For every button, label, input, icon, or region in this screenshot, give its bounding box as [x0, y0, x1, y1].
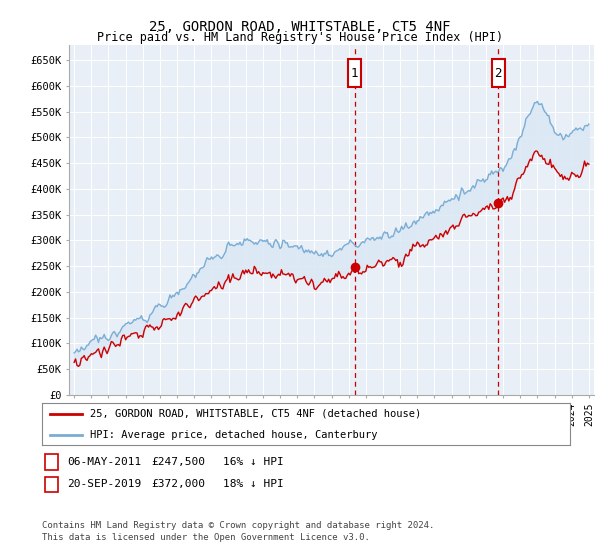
- Text: Price paid vs. HM Land Registry's House Price Index (HPI): Price paid vs. HM Land Registry's House …: [97, 31, 503, 44]
- Text: 25, GORDON ROAD, WHITSTABLE, CT5 4NF (detached house): 25, GORDON ROAD, WHITSTABLE, CT5 4NF (de…: [89, 409, 421, 419]
- Text: HPI: Average price, detached house, Canterbury: HPI: Average price, detached house, Cant…: [89, 430, 377, 440]
- Text: 2: 2: [494, 67, 502, 80]
- Text: This data is licensed under the Open Government Licence v3.0.: This data is licensed under the Open Gov…: [42, 533, 370, 542]
- Text: 1: 1: [48, 457, 55, 467]
- Text: Contains HM Land Registry data © Crown copyright and database right 2024.: Contains HM Land Registry data © Crown c…: [42, 521, 434, 530]
- Text: 06-MAY-2011: 06-MAY-2011: [67, 457, 142, 467]
- Text: £247,500: £247,500: [151, 457, 205, 467]
- Bar: [492, 59, 505, 87]
- Text: £372,000: £372,000: [151, 479, 205, 489]
- Text: 18% ↓ HPI: 18% ↓ HPI: [223, 479, 284, 489]
- Bar: [348, 59, 361, 87]
- Text: 20-SEP-2019: 20-SEP-2019: [67, 479, 142, 489]
- Text: 2: 2: [48, 479, 55, 489]
- Text: 16% ↓ HPI: 16% ↓ HPI: [223, 457, 284, 467]
- Text: 1: 1: [351, 67, 358, 80]
- Text: 25, GORDON ROAD, WHITSTABLE, CT5 4NF: 25, GORDON ROAD, WHITSTABLE, CT5 4NF: [149, 20, 451, 34]
